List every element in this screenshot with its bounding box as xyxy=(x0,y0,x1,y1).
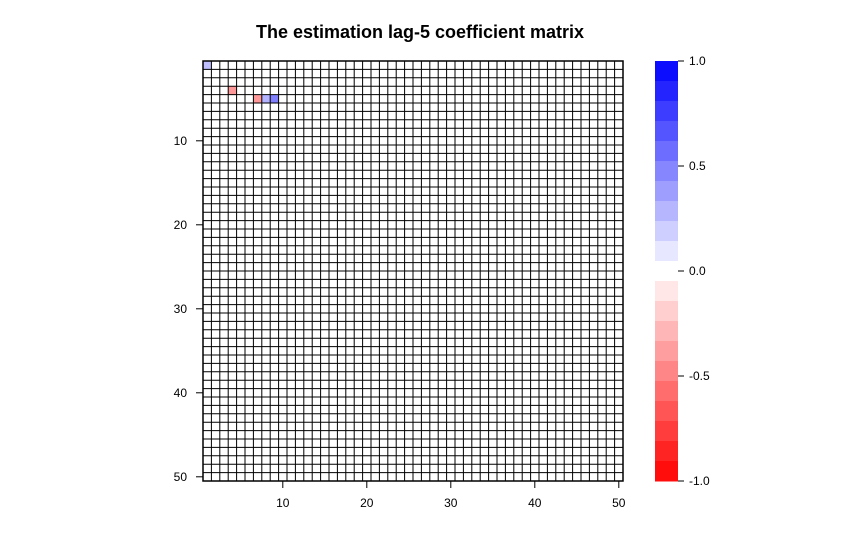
heatmap-cell-r5-c7 xyxy=(253,94,262,103)
y-tick-label: 20 xyxy=(174,218,188,232)
colorbar-step xyxy=(655,141,678,162)
y-tick-label: 50 xyxy=(174,470,188,484)
x-tick-label: 50 xyxy=(612,496,626,510)
colorbar-step xyxy=(655,61,678,82)
colorbar-step xyxy=(655,181,678,202)
colorbar-step xyxy=(655,461,678,482)
colorbar-step xyxy=(655,201,678,222)
x-tick-label: 20 xyxy=(360,496,374,510)
x-tick-label: 40 xyxy=(528,496,542,510)
heatmap-cell-r5-c8 xyxy=(261,94,271,103)
y-tick-label: 10 xyxy=(174,134,188,148)
colorbar-step xyxy=(655,281,678,302)
plot-border xyxy=(202,60,624,482)
colorbar-step xyxy=(655,381,678,402)
x-tick-label: 10 xyxy=(276,496,290,510)
colorbar-tick-label: 1.0 xyxy=(689,54,706,68)
colorbar-step xyxy=(655,321,678,342)
colorbar-tick-label: 0.0 xyxy=(689,264,706,278)
y-tick-label: 40 xyxy=(174,386,188,400)
colorbar-step xyxy=(655,401,678,422)
colorbar-step xyxy=(655,441,678,462)
heatmap-cell-r1-c1 xyxy=(203,61,212,70)
heatmap-cell-r4-c4 xyxy=(228,86,237,95)
heatmap-cell-r5-c9 xyxy=(270,94,279,103)
colorbar-step xyxy=(655,261,678,282)
colorbar-step xyxy=(655,101,678,122)
colorbar-step xyxy=(655,81,678,102)
colorbar-step xyxy=(655,121,678,142)
colorbar-tick-label: -0.5 xyxy=(689,369,710,383)
colorbar-step xyxy=(655,341,678,362)
x-tick-label: 30 xyxy=(444,496,458,510)
colorbar-step xyxy=(655,301,678,322)
x-axis: 10 20 30 40 50 xyxy=(276,481,626,510)
chart-title: The estimation lag-5 coefficient matrix xyxy=(256,22,584,42)
y-axis: 10 20 30 40 50 xyxy=(174,134,203,484)
colorbar-step xyxy=(655,241,678,262)
colorbar-step xyxy=(655,421,678,442)
heatmap-grid xyxy=(202,60,624,482)
colorbar-step xyxy=(655,161,678,182)
colorbar-tick-label: -1.0 xyxy=(689,474,710,488)
colorbar-tick-label: 0.5 xyxy=(689,159,706,173)
colorbar: 1.0 0.5 0.0 -0.5 -1.0 xyxy=(655,54,710,488)
colorbar-step xyxy=(655,361,678,382)
colorbar-step xyxy=(655,221,678,242)
y-tick-label: 30 xyxy=(174,302,188,316)
